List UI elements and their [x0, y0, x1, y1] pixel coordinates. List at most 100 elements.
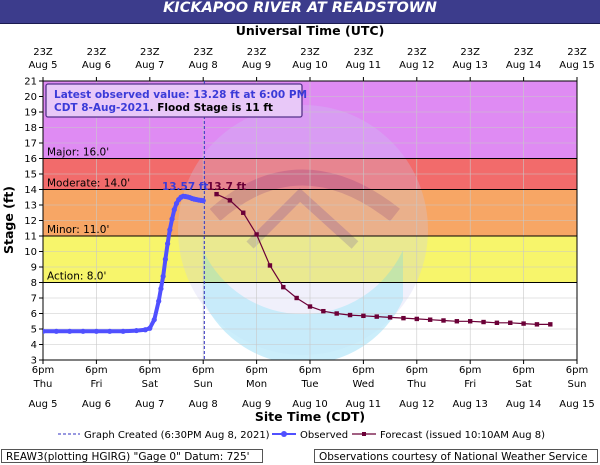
- top-tick-time: 23Z: [514, 47, 534, 58]
- bottom-tick-day: Sun: [194, 379, 213, 390]
- observed-point: [80, 328, 86, 334]
- category-label-major: Major: 16.0': [47, 147, 109, 159]
- bottom-tick-time: 6pm: [352, 365, 374, 376]
- top-tick-date: Aug 10: [292, 60, 327, 71]
- observed-point: [120, 328, 126, 334]
- observed-point: [158, 286, 164, 292]
- y-tick-label: 15: [24, 170, 37, 181]
- observed-point: [169, 216, 175, 222]
- observed-point: [147, 325, 153, 331]
- top-tick-date: Aug 9: [242, 60, 271, 71]
- observed-peak-label: 13.57 ft: [162, 181, 208, 193]
- bottom-tick-date: Aug 9: [242, 399, 271, 410]
- bottom-tick-day: Thu: [33, 379, 53, 390]
- top-tick-time: 23Z: [87, 47, 107, 58]
- forecast-point: [387, 315, 393, 320]
- bottom-tick-date: Aug 8: [189, 399, 218, 410]
- observed-point: [162, 256, 168, 262]
- forecast-point: [494, 320, 500, 325]
- bottom-axis-title: Site Time (CDT): [255, 409, 365, 424]
- forecast-point: [521, 321, 526, 326]
- forecast-point: [294, 295, 299, 301]
- y-tick-label: 5: [31, 325, 37, 336]
- category-label-action: Action: 8.0': [47, 271, 106, 283]
- observed-point: [156, 298, 162, 304]
- y-axis-title: Stage (ft): [1, 186, 16, 254]
- forecast-point: [454, 319, 460, 324]
- observed-point: [43, 328, 46, 334]
- bottom-tick-day: Fri: [464, 379, 476, 390]
- info-box-frame: [45, 83, 303, 118]
- forecast-point: [347, 312, 353, 318]
- bottom-tick-time: 6pm: [512, 365, 534, 376]
- observed-point: [173, 200, 180, 207]
- forecast-point: [214, 191, 219, 197]
- forecast-point: [227, 198, 233, 203]
- y-tick-label: 3: [31, 356, 37, 367]
- legend-forecast-label: Forecast (issued 10:10AM Aug 8): [380, 430, 545, 441]
- forecast-point: [254, 232, 259, 237]
- chart-title: KICKAPOO RIVER AT READSTOWN: [163, 0, 437, 16]
- top-axis-title: Universal Time (UTC): [236, 23, 385, 38]
- forecast-point: [414, 316, 419, 322]
- observed-point: [142, 327, 148, 333]
- bottom-tick-day: Sun: [567, 379, 586, 390]
- y-tick-label: 14: [24, 185, 37, 196]
- category-label-moderate: Moderate: 14.0': [47, 178, 130, 190]
- bottom-tick-day: Sat: [515, 379, 531, 390]
- y-tick-label: 6: [31, 309, 37, 320]
- legend-observed-marker: [281, 431, 287, 437]
- forecast-point: [334, 311, 339, 316]
- forecast-series: [214, 191, 553, 327]
- legend-created-label: Graph Created (6:30PM Aug 8, 2021): [84, 430, 270, 441]
- info-box-flood-stage: . Flood Stage is 11 ft: [150, 102, 273, 114]
- forecast-point: [374, 314, 379, 319]
- top-tick-date: Aug 11: [346, 60, 381, 71]
- footer-credit: Observations courtesy of National Weathe…: [314, 449, 598, 463]
- observed-point: [171, 207, 177, 213]
- bottom-tick-time: 6pm: [85, 365, 107, 376]
- forecast-peak-label: 13.7 ft: [207, 181, 246, 193]
- y-tick-label: 21: [24, 77, 37, 88]
- category-label-minor: Minor: 11.0': [47, 224, 109, 236]
- y-tick-label: 13: [24, 201, 37, 212]
- y-tick-label: 16: [24, 154, 37, 165]
- observed-point: [151, 317, 157, 323]
- observed-point: [165, 241, 171, 247]
- y-tick-label: 12: [24, 216, 37, 227]
- observed-point: [200, 198, 206, 204]
- y-tick-label: 20: [24, 92, 37, 103]
- bottom-tick-day: Mon: [246, 379, 267, 390]
- bottom-tick-date: Aug 12: [399, 399, 434, 410]
- top-tick-time: 23Z: [247, 47, 267, 58]
- bottom-tick-date: Aug 10: [292, 399, 327, 410]
- forecast-point: [508, 320, 513, 325]
- bottom-tick-date: Aug 13: [452, 399, 487, 410]
- bottom-tick-date: Aug 7: [135, 399, 164, 410]
- y-tick-label: 10: [24, 247, 37, 258]
- observed-point: [67, 328, 73, 334]
- observed-point: [133, 327, 140, 334]
- forecast-point: [481, 319, 486, 325]
- bottom-tick-date: Aug 11: [346, 399, 381, 410]
- bottom-tick-time: 6pm: [245, 365, 267, 376]
- bottom-tick-time: 6pm: [566, 365, 588, 376]
- observed-point: [167, 227, 173, 233]
- bottom-tick-time: 6pm: [406, 365, 428, 376]
- forecast-point: [321, 308, 326, 314]
- title-bar: [0, 0, 600, 24]
- top-tick-date: Aug 7: [135, 60, 164, 71]
- bottom-tick-day: Fri: [90, 379, 102, 390]
- forecast-point: [441, 318, 446, 323]
- bottom-tick-day: Sat: [142, 379, 158, 390]
- top-tick-date: Aug 13: [452, 60, 487, 71]
- observed-point: [107, 328, 113, 334]
- y-tick-label: 17: [24, 139, 37, 150]
- bottom-tick-date: Aug 14: [506, 399, 541, 410]
- observed-series: [43, 193, 206, 334]
- footer-gage-info: REAW3(plotting HGIRG) "Gage 0" Datum: 72…: [1, 449, 263, 463]
- forecast-point: [267, 263, 273, 268]
- forecast-point: [361, 313, 366, 319]
- bottom-tick-time: 6pm: [32, 365, 54, 376]
